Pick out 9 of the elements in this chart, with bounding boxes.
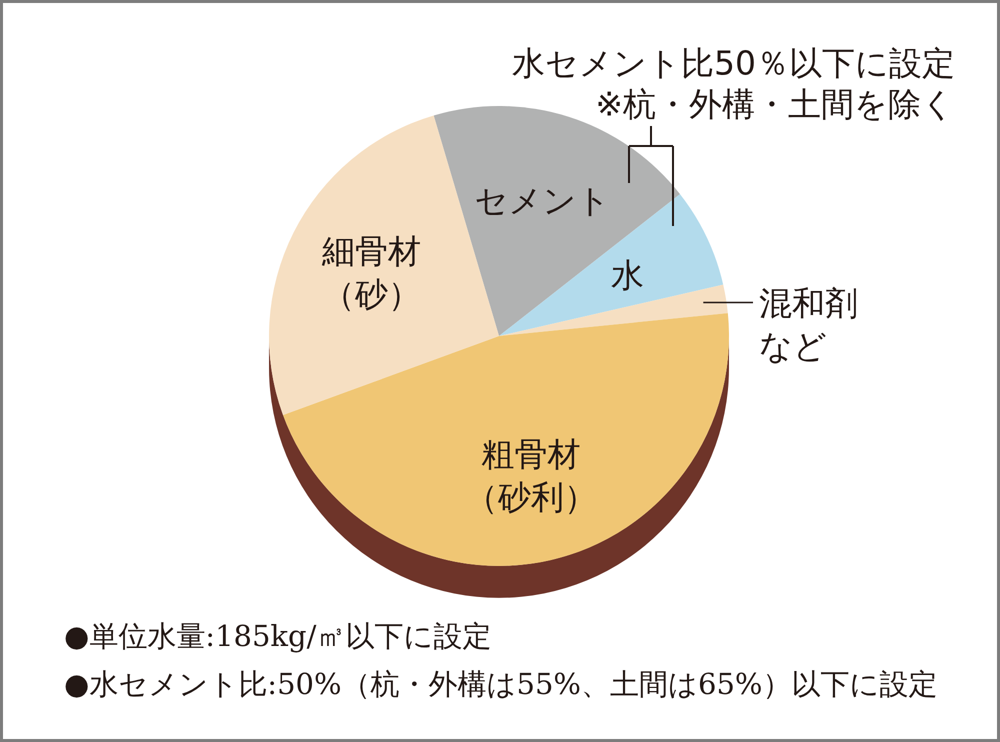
- slice-label: 細骨材（砂）: [321, 230, 422, 313]
- slice-label: 混和剤など: [759, 283, 858, 366]
- text: ●単位水量:185kg/㎥以下に設定: [64, 619, 492, 653]
- slice-label: 粗骨材（砂利）: [464, 434, 597, 516]
- slice-label: 水: [611, 255, 644, 294]
- slice-label: セメント: [474, 180, 610, 220]
- text: ●水セメント比:50%（杭・外構は55%、土間は65%）以下に設定: [64, 667, 938, 701]
- text: 水セメント比50％以下に設定: [512, 44, 955, 82]
- text: ※杭・外構・土間を除く: [595, 84, 955, 124]
